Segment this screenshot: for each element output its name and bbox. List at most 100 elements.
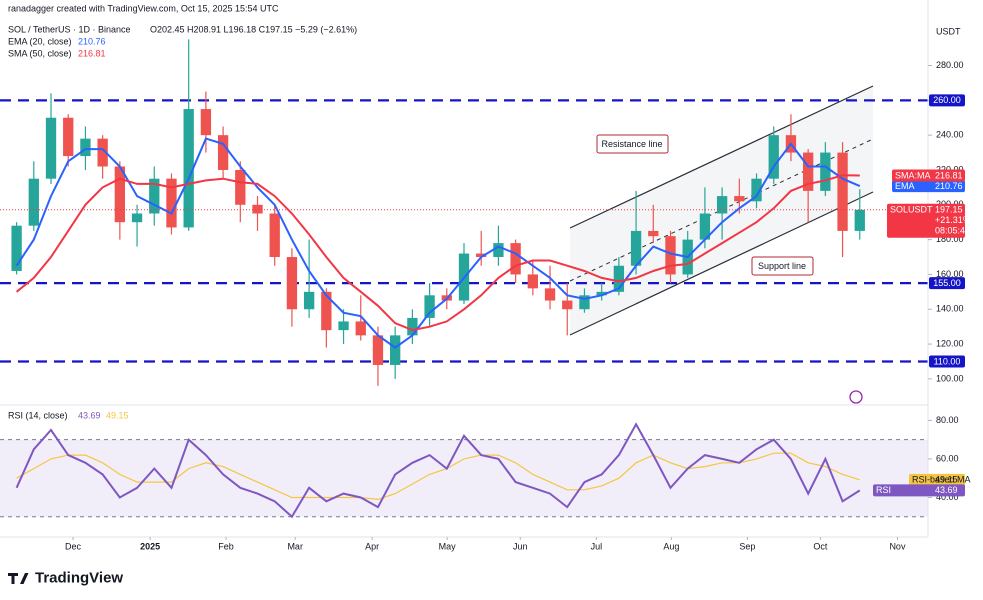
candle-body — [149, 178, 160, 214]
x-tick-label: Nov — [889, 541, 906, 551]
candle-body — [648, 230, 659, 237]
rsi-line — [15, 422, 861, 519]
candle-body — [854, 209, 865, 231]
candle-body — [114, 166, 126, 223]
candle-body — [286, 257, 298, 310]
value-tag — [873, 484, 965, 497]
candle-body — [510, 243, 521, 275]
candle-body — [476, 253, 487, 258]
level-tag — [929, 94, 965, 107]
price-tag-change: +21.31% — [935, 215, 971, 225]
y-tick-label: 120.00 — [936, 338, 964, 348]
price-tag-value: 210.76 — [935, 181, 963, 191]
candle-body — [131, 213, 143, 223]
candle-body — [390, 335, 401, 365]
y-tick-label: 40.00 — [936, 492, 959, 502]
candle-body — [11, 225, 22, 271]
rsi-band — [0, 439, 928, 517]
candle-body — [97, 138, 108, 167]
level-label: 260.00 — [933, 95, 961, 105]
candle-body — [200, 109, 212, 136]
legend-value: 210.76 — [78, 36, 106, 46]
x-tick-label: Feb — [218, 541, 234, 551]
support-line — [569, 191, 874, 336]
y-tick-label: 80.00 — [936, 415, 959, 425]
x-tick-label: Sep — [739, 541, 755, 551]
candle-body — [613, 265, 625, 292]
annotation-box — [596, 134, 669, 154]
candle-body — [45, 117, 57, 179]
candle-body — [217, 135, 229, 170]
legend-value: 49.15 — [106, 410, 129, 420]
level-label: 155.00 — [933, 278, 961, 288]
y-tick-label: 140.00 — [936, 304, 964, 314]
candle-body — [407, 317, 418, 336]
candle-body — [596, 291, 607, 296]
event-icon[interactable] — [849, 390, 863, 404]
candle-body — [424, 295, 435, 318]
level-tag — [929, 355, 965, 368]
price-tag-value: 197.15 — [935, 205, 963, 215]
candle-body — [716, 196, 728, 214]
price-tag-name: EMA — [895, 181, 915, 191]
candle-body — [579, 295, 590, 310]
candle-body — [28, 178, 39, 226]
x-tick-label: Oct — [813, 541, 828, 551]
rsi-ma-line — [16, 452, 860, 501]
price-tag-symbol: SOLUSDT — [890, 205, 933, 215]
candle-body — [837, 152, 848, 231]
candle-body — [321, 291, 332, 331]
level-label: 110.00 — [934, 356, 961, 366]
candle-body — [355, 321, 366, 336]
price-tag-value: 216.81 — [935, 170, 963, 180]
footer-brand: TradingView — [35, 569, 123, 586]
candle-body — [527, 274, 538, 289]
value-tag-name: RSI — [876, 485, 891, 495]
x-tick-label: 2025 — [140, 541, 160, 551]
candle-body — [338, 321, 349, 331]
y-tick-label: 160.00 — [936, 269, 964, 279]
candle-body — [820, 152, 831, 191]
legend-value: 43.69 — [78, 410, 101, 420]
y-tick-label: 60.00 — [936, 453, 959, 463]
price-tag — [892, 180, 965, 193]
credit: ranadagger created with TradingView.com,… — [8, 3, 279, 13]
candle-body — [372, 335, 384, 365]
candle-body — [802, 152, 814, 191]
logo — [8, 573, 29, 584]
resistance-line — [569, 85, 874, 229]
candle-body — [562, 300, 573, 310]
candle-body — [252, 204, 263, 214]
candle-body — [734, 196, 745, 202]
candle-body — [665, 236, 676, 275]
candle-body — [751, 178, 762, 202]
y-tick-label: 220.00 — [936, 164, 964, 174]
x-tick-label: Aug — [663, 541, 679, 551]
annotation-box — [751, 256, 814, 276]
candle-body — [166, 178, 177, 228]
legend-name: EMA (20, close) — [8, 36, 72, 46]
annotation: Support line — [758, 261, 806, 271]
x-tick-label: Apr — [365, 541, 379, 551]
value-tag-value: 49.15 — [935, 475, 958, 485]
x-tick-label: May — [439, 541, 457, 551]
level-tag — [929, 277, 965, 290]
candle-body — [699, 213, 711, 240]
y-tick-label: 100.00 — [936, 373, 964, 383]
value-tag — [909, 473, 965, 486]
symbol: SOL / TetherUS · 1D · Binance — [8, 24, 131, 34]
annotation: Resistance line — [601, 139, 662, 149]
y-tick-label: 240.00 — [936, 130, 964, 140]
candle-body — [544, 288, 556, 301]
pane-title: RSI (14, close) — [8, 410, 68, 420]
value-tag-name: RSI-based MA — [912, 475, 971, 485]
moving-average — [15, 137, 861, 349]
value-tag-value: 43.69 — [935, 485, 958, 495]
candle-body — [269, 213, 280, 258]
moving-average — [15, 174, 860, 332]
legend-value: 216.81 — [78, 48, 106, 58]
plot-area — [0, 39, 928, 519]
candle-body — [63, 117, 74, 157]
candle-body — [235, 169, 246, 205]
